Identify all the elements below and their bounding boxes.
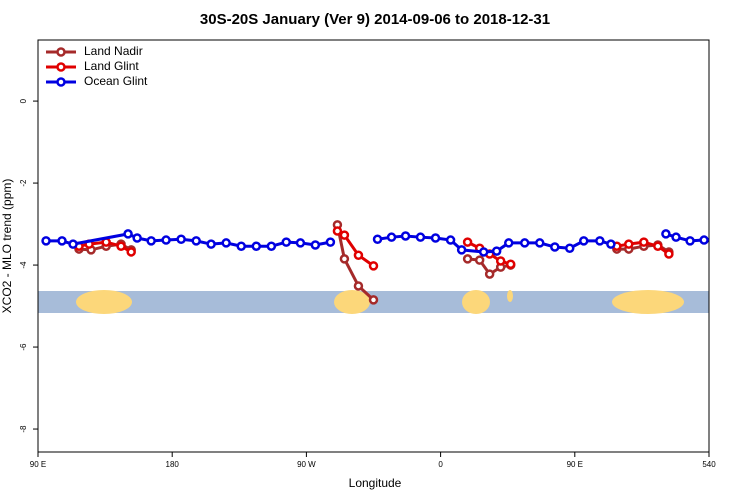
point — [456, 245, 467, 255]
x-axis-label: Longitude — [349, 476, 402, 490]
point — [564, 243, 575, 254]
point — [310, 240, 321, 250]
point — [699, 235, 709, 245]
legend-label: Ocean Glint — [84, 74, 148, 88]
land-patch — [507, 290, 513, 302]
point — [478, 247, 489, 257]
point — [236, 241, 246, 251]
legend-marker — [56, 47, 66, 57]
chart-title: 30S-20S January (Ver 9) 2014-09-06 to 20… — [200, 11, 550, 28]
y-tick-label: -6 — [19, 343, 28, 351]
point — [132, 233, 142, 243]
point — [146, 236, 156, 246]
point — [462, 254, 473, 264]
legend-marker — [56, 77, 66, 87]
point — [639, 237, 649, 247]
y-axis-label: XCO2 - MLO trend (ppm) — [0, 179, 14, 314]
x-tick-label: 90 E — [30, 460, 46, 469]
point — [495, 256, 506, 266]
point — [664, 249, 674, 259]
x-tick-label: 90 E — [567, 460, 583, 469]
point — [266, 241, 277, 251]
point — [116, 241, 126, 251]
point — [161, 235, 171, 245]
x-tick-label: 180 — [166, 460, 180, 469]
point — [57, 236, 67, 246]
y-tick-label: -2 — [19, 179, 28, 187]
point — [295, 238, 306, 248]
point — [386, 232, 397, 242]
point — [491, 246, 502, 256]
point — [368, 295, 379, 305]
point — [505, 259, 516, 269]
land-patch — [76, 290, 132, 314]
legend-label: Land Nadir — [84, 44, 143, 58]
land-patch — [462, 290, 490, 314]
point — [332, 226, 343, 236]
point — [519, 238, 530, 248]
point — [176, 234, 186, 244]
land-patch — [612, 290, 684, 314]
point — [353, 281, 364, 291]
point — [353, 250, 364, 260]
point — [503, 238, 514, 248]
x-tick-label: 540 — [702, 460, 716, 469]
point — [578, 236, 589, 246]
point — [368, 261, 379, 271]
plot-frame — [37, 39, 710, 453]
point — [372, 234, 383, 244]
point — [550, 242, 560, 252]
point — [126, 247, 136, 257]
point — [123, 229, 133, 239]
x-tick-label: 90 W — [297, 460, 316, 469]
point — [484, 269, 495, 279]
point — [462, 237, 473, 247]
x-tick-label: 0 — [438, 460, 443, 469]
point — [430, 233, 441, 243]
point — [685, 236, 695, 246]
point — [671, 232, 681, 242]
point — [221, 238, 231, 248]
point — [653, 241, 663, 251]
point — [339, 254, 350, 264]
point — [206, 239, 216, 249]
land-patch — [334, 290, 370, 314]
y-tick-label: 0 — [19, 98, 28, 103]
point — [474, 255, 485, 265]
point — [41, 236, 51, 246]
point — [415, 232, 426, 242]
point — [400, 231, 411, 241]
point — [445, 235, 456, 245]
point — [68, 239, 78, 249]
point — [595, 236, 605, 246]
legend-marker — [56, 62, 66, 72]
point — [325, 237, 336, 247]
point — [281, 237, 292, 247]
point — [191, 236, 201, 246]
point — [339, 230, 350, 240]
point — [251, 241, 262, 251]
point — [535, 238, 545, 248]
point — [661, 229, 671, 239]
point — [624, 239, 634, 249]
y-tick-label: -4 — [19, 261, 28, 269]
legend-label: Land Glint — [84, 59, 139, 73]
point — [606, 239, 616, 249]
y-tick-label: -8 — [19, 425, 28, 433]
